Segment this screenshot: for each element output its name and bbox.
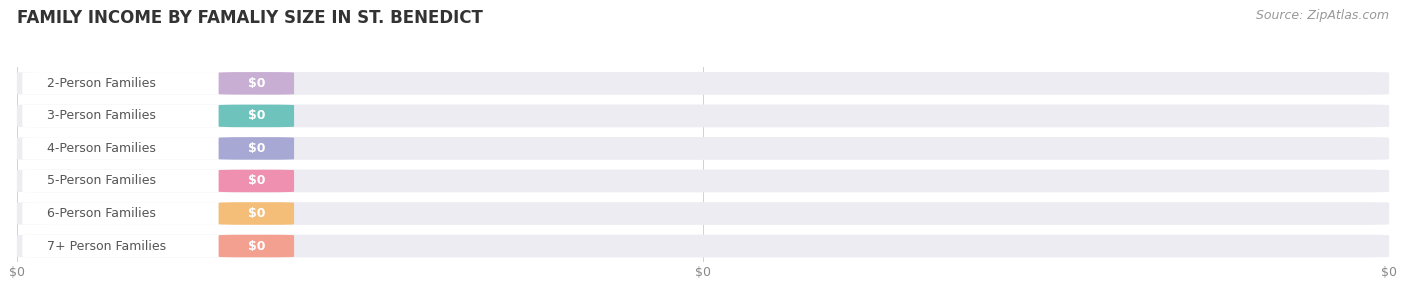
FancyBboxPatch shape: [218, 202, 294, 225]
FancyBboxPatch shape: [218, 137, 294, 160]
Text: $0: $0: [247, 142, 266, 155]
FancyBboxPatch shape: [17, 170, 1389, 192]
FancyBboxPatch shape: [22, 105, 273, 127]
FancyBboxPatch shape: [17, 105, 1389, 127]
FancyBboxPatch shape: [22, 170, 273, 192]
Text: $0: $0: [247, 77, 266, 90]
Text: 5-Person Families: 5-Person Families: [46, 174, 156, 188]
FancyBboxPatch shape: [22, 137, 273, 160]
Text: $0: $0: [247, 239, 266, 253]
FancyBboxPatch shape: [17, 137, 1389, 160]
Text: 7+ Person Families: 7+ Person Families: [46, 239, 166, 253]
Text: 6-Person Families: 6-Person Families: [46, 207, 156, 220]
FancyBboxPatch shape: [22, 72, 273, 95]
Text: 2-Person Families: 2-Person Families: [46, 77, 156, 90]
Text: 3-Person Families: 3-Person Families: [46, 109, 156, 122]
Text: $0: $0: [247, 109, 266, 122]
Text: $0: $0: [247, 207, 266, 220]
FancyBboxPatch shape: [218, 170, 294, 192]
FancyBboxPatch shape: [17, 235, 1389, 257]
FancyBboxPatch shape: [22, 202, 273, 225]
FancyBboxPatch shape: [218, 72, 294, 95]
Text: FAMILY INCOME BY FAMALIY SIZE IN ST. BENEDICT: FAMILY INCOME BY FAMALIY SIZE IN ST. BEN…: [17, 9, 482, 27]
FancyBboxPatch shape: [218, 105, 294, 127]
Text: Source: ZipAtlas.com: Source: ZipAtlas.com: [1256, 9, 1389, 22]
FancyBboxPatch shape: [218, 235, 294, 257]
FancyBboxPatch shape: [22, 235, 273, 257]
Text: 4-Person Families: 4-Person Families: [46, 142, 156, 155]
FancyBboxPatch shape: [17, 202, 1389, 225]
FancyBboxPatch shape: [17, 72, 1389, 95]
Text: $0: $0: [247, 174, 266, 188]
